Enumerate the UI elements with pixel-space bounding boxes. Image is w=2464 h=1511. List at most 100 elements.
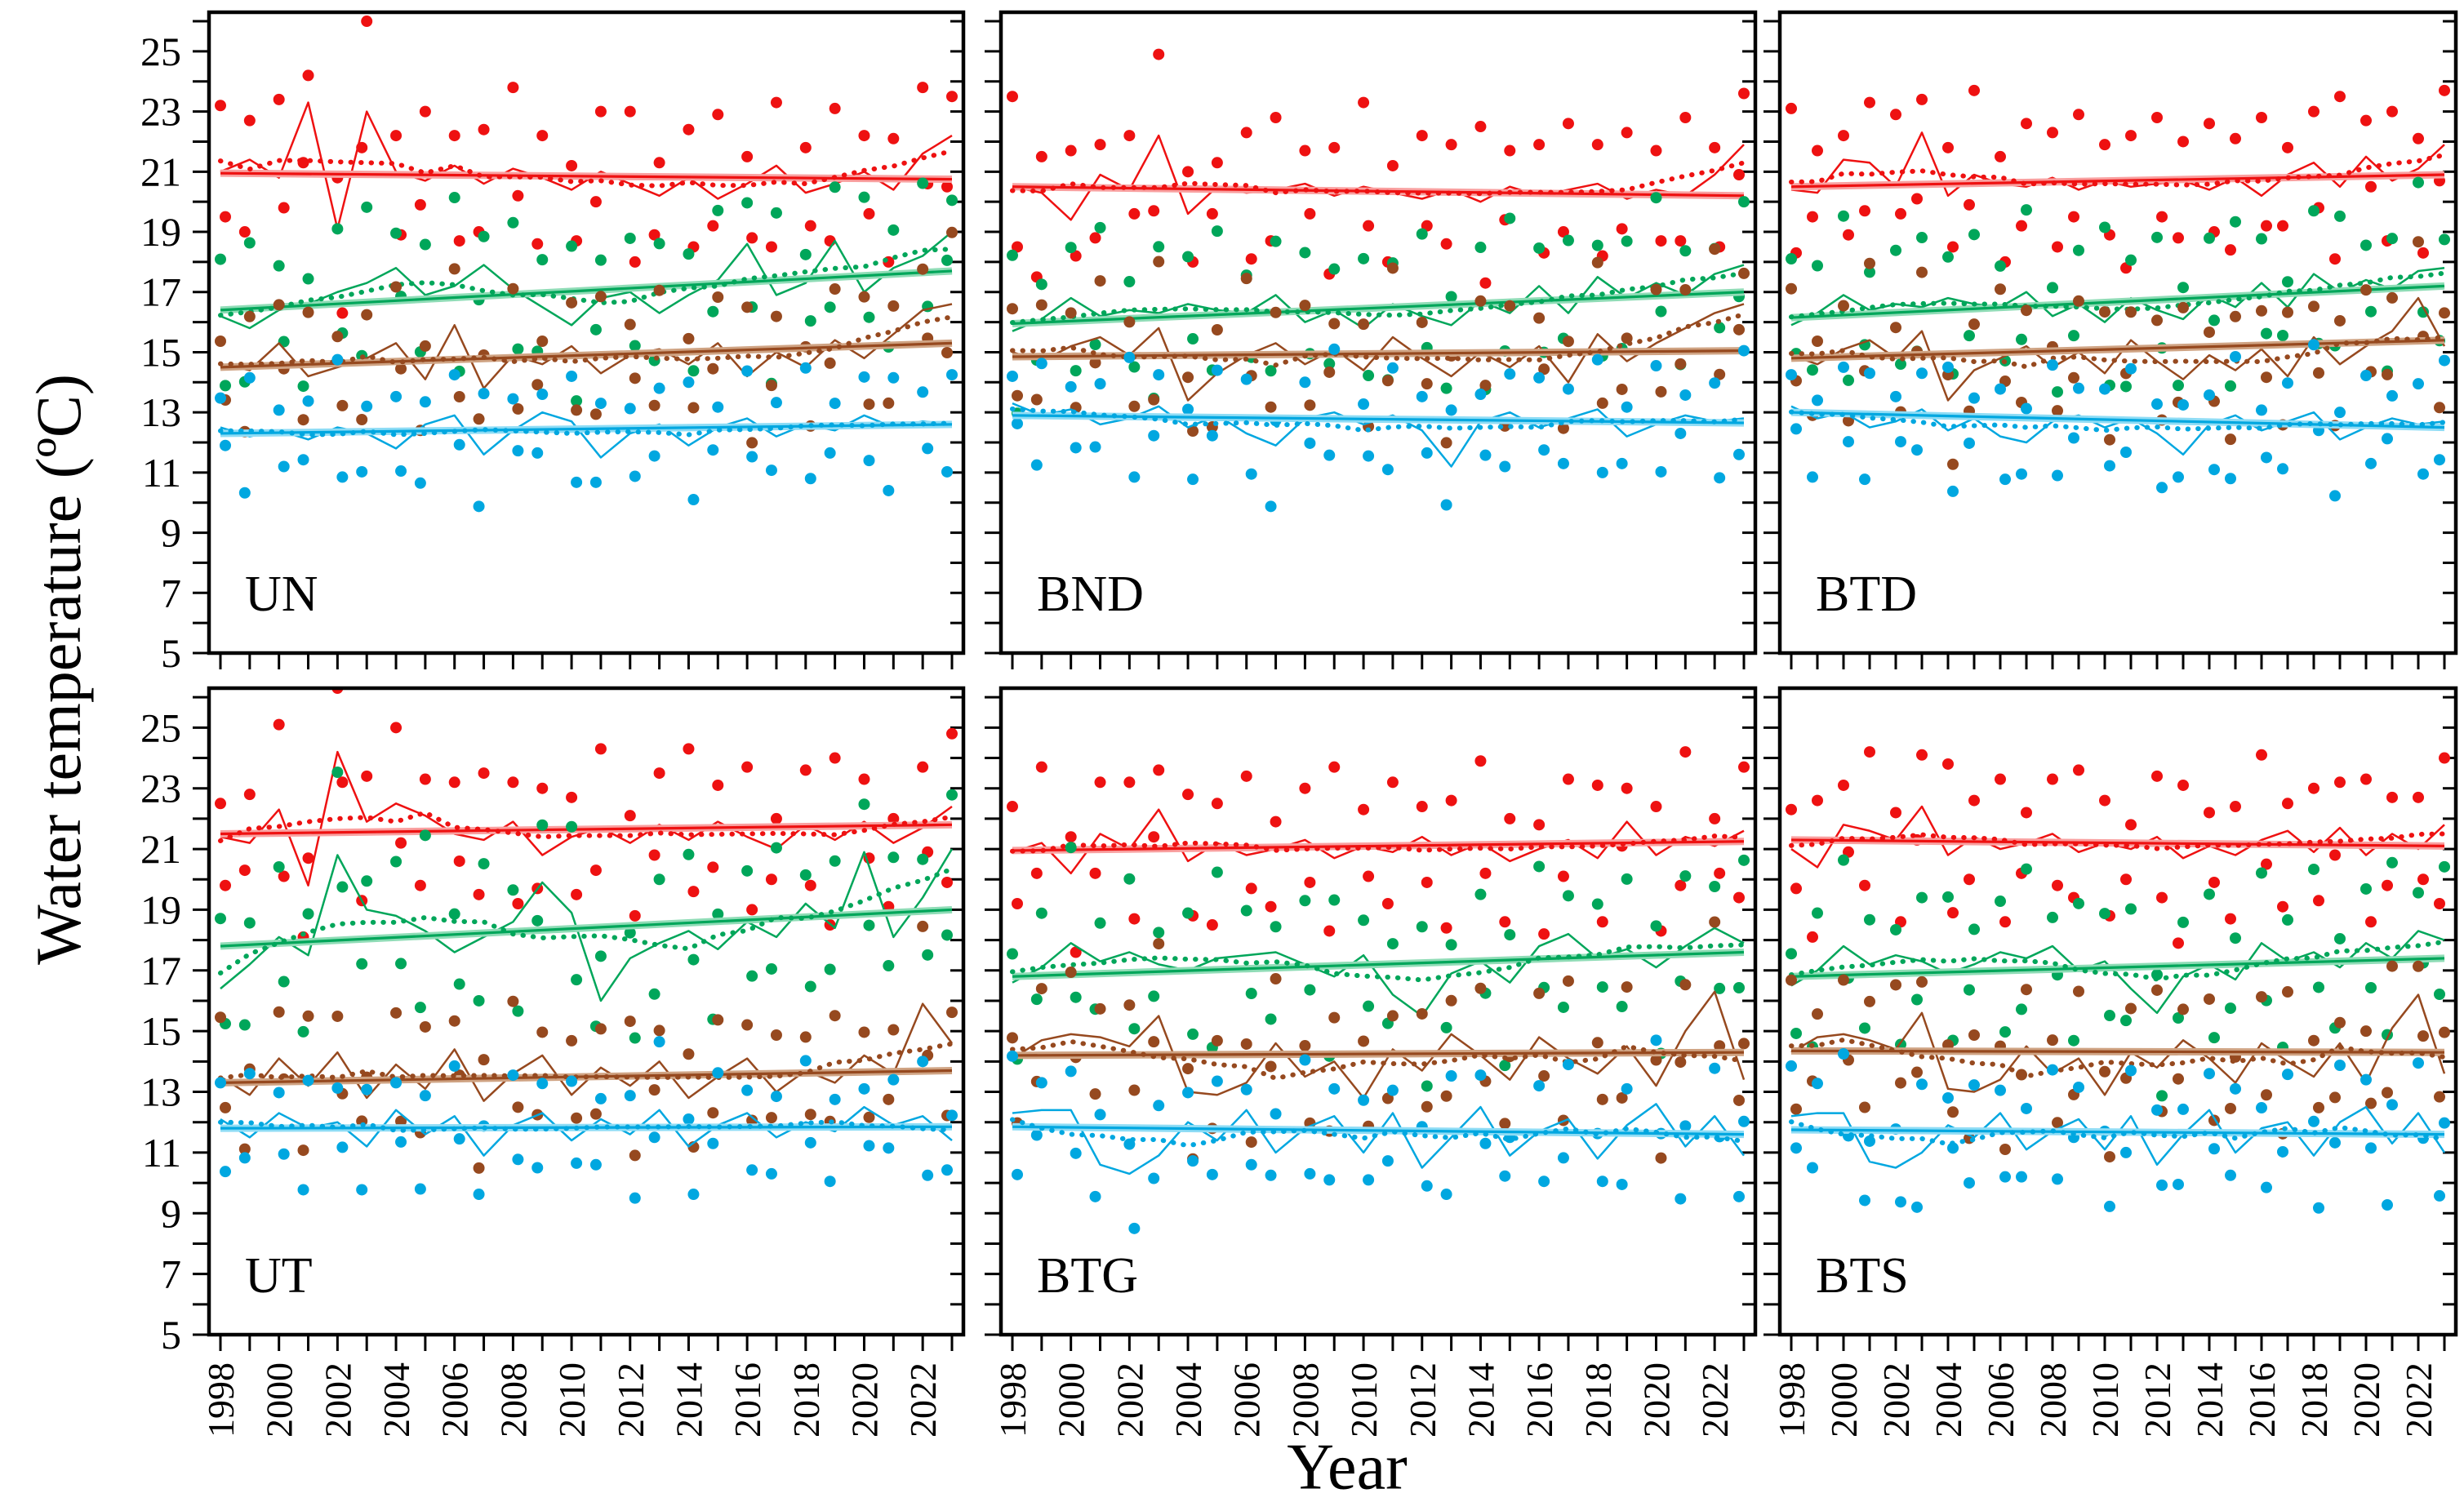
x-tick-label: 2020: [843, 1362, 885, 1438]
x-tick-label: 2014: [668, 1362, 709, 1438]
red-smoothed-dotted-line: [1789, 831, 2447, 851]
x-tick-label: 2000: [1823, 1362, 1865, 1438]
y-tick-label: 23: [140, 89, 181, 135]
x-tick-labels: 1998 2000 2002 2004 2006 2008 2010 2012 2014 2016…: [1771, 1362, 2440, 1438]
blue-smoothed-dotted-line: [1010, 406, 1746, 433]
blue-trend-line: [1790, 1128, 2445, 1136]
panel-btd: BTD: [1763, 10, 2458, 669]
blue-scatter-points: [1786, 339, 2450, 502]
red-scatter-points: [1007, 48, 1750, 289]
red-trend-line: [220, 823, 953, 836]
red-smoothed-dotted-line: [1010, 833, 1746, 854]
x-tick-label: 2016: [2241, 1362, 2283, 1438]
y-tick-label: 9: [161, 510, 181, 556]
panel-ut: 25 23 21 19 17 15 13 11 9 7 5 1998 2000 2002 2004 2006 2…: [140, 686, 966, 1438]
axis-ticks: [1763, 20, 2456, 669]
y-tick-labels: 25 23 21 19 17 15 13 11 9 7 5: [140, 29, 181, 676]
red-scatter-points: [1007, 746, 1750, 958]
blue-smoothed-dotted-line: [1010, 1117, 1746, 1149]
y-tick-label: 13: [140, 1069, 181, 1115]
y-tick-label: 17: [140, 948, 181, 993]
red-scatter-points: [1786, 746, 2450, 949]
panel-label-bts: BTS: [1816, 1248, 1909, 1304]
red-scatter-points: [1786, 84, 2450, 274]
green-smoothed-dotted-line: [218, 866, 954, 975]
green-trend-line: [1790, 284, 2445, 319]
x-tick-label: 2016: [727, 1362, 768, 1438]
y-tick-label: 21: [140, 826, 181, 872]
green-series: [215, 177, 958, 407]
x-tick-label: 2018: [785, 1362, 827, 1438]
brown-series: [215, 920, 958, 1174]
red-series: [1786, 84, 2450, 274]
red-series: [1007, 746, 1750, 958]
panel-label-btg: BTG: [1037, 1248, 1138, 1304]
blue-trend-line: [1012, 1125, 1745, 1136]
green-annual-line: [220, 848, 954, 1002]
x-tick-label: 2006: [434, 1362, 476, 1438]
panel-data: [1007, 746, 1750, 1234]
axis-ticks: [985, 696, 1755, 1351]
axis-ticks: [193, 20, 963, 669]
y-tick-label: 19: [140, 209, 181, 255]
blue-smoothed-dotted-line: [1789, 1119, 2447, 1147]
red-series: [215, 16, 958, 319]
y-tick-label: 25: [140, 704, 181, 750]
x-tick-label: 1998: [1771, 1362, 1812, 1438]
panel-border: [1777, 10, 2458, 656]
x-tick-label: 2018: [1577, 1362, 1619, 1438]
green-series: [1786, 854, 2450, 1102]
axis-ticks: [193, 696, 963, 1351]
green-smoothed-dotted-line: [1010, 270, 1746, 326]
x-tick-label: 2010: [551, 1362, 593, 1438]
panel-border: [1777, 686, 2458, 1337]
blue-scatter-points: [1007, 343, 1750, 513]
panel-btg: 1998 2000 2002 2004 2006 2008 2010 2012 2014 2016…: [985, 686, 1758, 1438]
panel-data: [1786, 746, 2450, 1214]
brown-trend-line: [1012, 1051, 1745, 1057]
red-smoothed-dotted-line: [218, 810, 954, 843]
y-tick-label: 15: [140, 329, 181, 375]
green-trend-line: [220, 908, 953, 948]
panel-border: [207, 10, 966, 656]
blue-scatter-points: [215, 353, 958, 513]
y-tick-label: 5: [161, 1312, 181, 1358]
blue-series: [1007, 343, 1750, 513]
x-tick-label: 2022: [902, 1362, 944, 1438]
y-tick-label: 9: [161, 1190, 181, 1236]
blue-smoothed-dotted-line: [218, 420, 954, 438]
blue-series: [215, 353, 958, 513]
brown-scatter-points: [1007, 243, 1750, 449]
brown-series: [1786, 960, 2450, 1163]
x-tick-label: 2016: [1519, 1362, 1560, 1438]
green-series: [215, 766, 958, 1044]
green-scatter-points: [215, 766, 958, 1044]
brown-smoothed-dotted-line: [218, 1041, 954, 1081]
green-smoothed-dotted-line: [218, 247, 954, 318]
panel-un: 25 23 21 19 17 15 13 11 9 7 5 UN: [140, 10, 966, 676]
y-tick-labels: 25 23 21 19 17 15 13 11 9 7 5: [140, 704, 181, 1358]
y-tick-label: 17: [140, 269, 181, 315]
blue-smoothed-dotted-line: [218, 1119, 954, 1133]
x-tick-label: 2000: [259, 1362, 300, 1438]
red-trend-line: [1790, 173, 2445, 189]
green-annual-line: [220, 231, 953, 330]
brown-trend-line: [1790, 1049, 2445, 1054]
panel-label-btd: BTD: [1816, 567, 1917, 622]
x-tick-label: 2022: [1694, 1362, 1736, 1438]
y-tick-label: 7: [161, 1251, 181, 1297]
y-tick-label: 25: [140, 29, 181, 74]
brown-series: [1007, 916, 1750, 1165]
x-tick-label: 2018: [2293, 1362, 2335, 1438]
green-smoothed-dotted-line: [1789, 270, 2447, 320]
panel-bts: 1998 2000 2002 2004 2006 2008 2010 2012 2014 2016…: [1763, 686, 2458, 1438]
x-tick-label: 2020: [2346, 1362, 2387, 1438]
brown-smoothed-dotted-line: [1010, 1038, 1746, 1082]
y-tick-label: 13: [140, 389, 181, 435]
green-series: [1786, 176, 2450, 398]
green-trend-line: [220, 269, 953, 312]
y-tick-label: 11: [142, 1130, 181, 1175]
x-tick-label: 2020: [1635, 1362, 1677, 1438]
